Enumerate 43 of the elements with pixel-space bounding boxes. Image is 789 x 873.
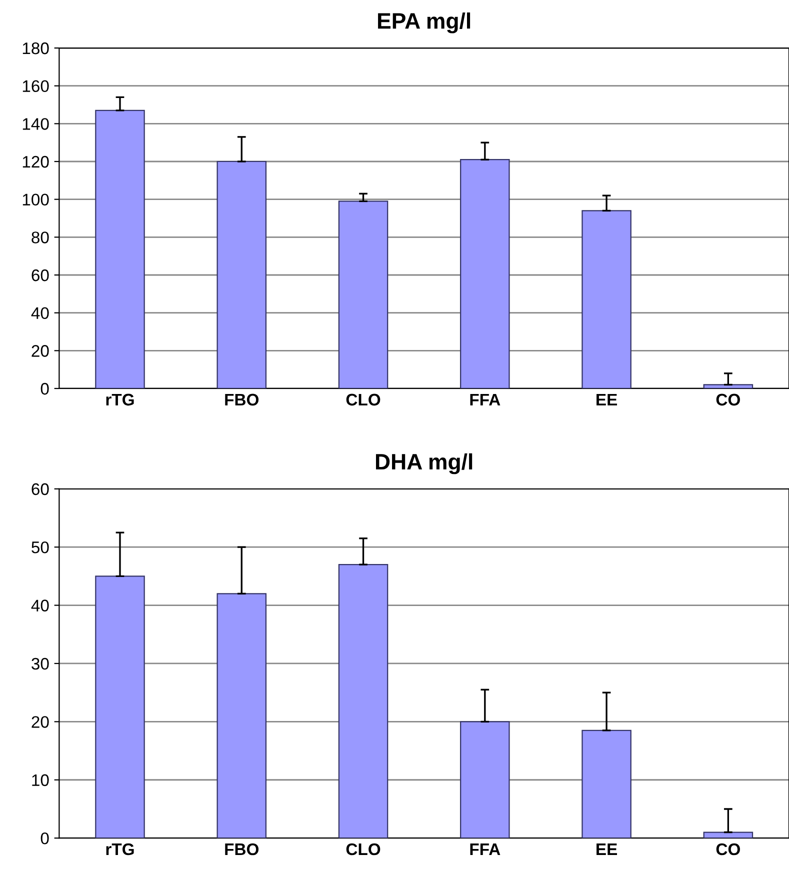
y-tick-label: 60: [32, 483, 49, 496]
bar: [338, 200, 388, 388]
x-tick-label: rTG: [106, 394, 134, 406]
bar: [95, 110, 145, 388]
bar: [338, 564, 388, 838]
bar: [95, 576, 145, 838]
y-tick-label: 120: [22, 156, 49, 168]
y-tick-label: 180: [22, 42, 49, 54]
bar: [582, 210, 632, 388]
x-tick-label: CLO: [346, 394, 380, 406]
y-tick-label: 0: [40, 382, 49, 395]
y-tick-label: 20: [32, 345, 49, 357]
bar: [216, 593, 267, 838]
y-tick-label: 20: [32, 716, 49, 728]
y-tick-label: 140: [22, 118, 49, 130]
chart-title: DHA mg/l: [376, 453, 472, 474]
x-tick-label: FFA: [470, 394, 500, 406]
y-tick-label: 160: [22, 80, 49, 92]
bar: [703, 384, 754, 388]
y-tick-label: 60: [32, 269, 49, 282]
bar: [460, 721, 510, 838]
y-tick-label: 100: [22, 194, 49, 206]
chart-title: EPA mg/l: [378, 12, 470, 34]
x-tick-label: CLO: [346, 843, 380, 856]
y-tick-label: 0: [40, 832, 49, 844]
y-tick-label: 80: [32, 232, 49, 244]
x-tick-label: CO: [716, 394, 740, 406]
x-tick-label: FBO: [225, 394, 259, 406]
y-tick-label: 10: [32, 774, 49, 786]
y-tick-label: 50: [32, 541, 49, 554]
bar: [460, 159, 510, 388]
x-tick-label: EE: [596, 394, 618, 406]
y-tick-label: 40: [31, 307, 49, 320]
y-tick-label: 40: [31, 600, 49, 612]
x-tick-label: FBO: [225, 843, 259, 856]
x-tick-label: CO: [716, 843, 740, 856]
bar: [216, 160, 267, 388]
x-tick-label: EE: [596, 844, 618, 856]
x-tick-label: rTG: [106, 843, 134, 856]
x-tick-label: FFA: [470, 844, 500, 856]
bar: [703, 832, 754, 838]
y-tick-label: 30: [32, 658, 49, 670]
bar: [582, 730, 632, 838]
